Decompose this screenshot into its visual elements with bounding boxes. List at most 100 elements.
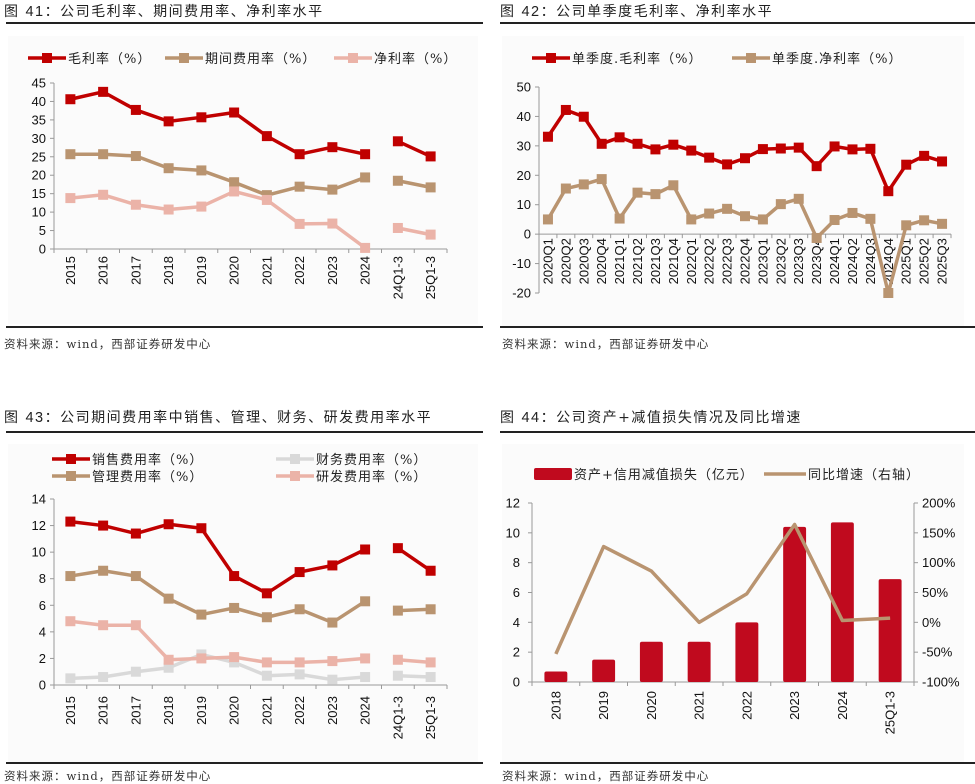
data-point <box>229 186 240 197</box>
figure-42: 图 42：公司单季度毛利率、净利率水平 -20 -10 0 10 20 30 40 50 202… <box>494 0 975 360</box>
x-tick-label: 2015 <box>63 696 78 725</box>
data-point <box>578 179 589 190</box>
data-point <box>847 144 858 155</box>
data-point <box>327 656 338 667</box>
data-point <box>425 604 436 615</box>
data-point <box>261 670 272 681</box>
series-4 <box>65 616 436 668</box>
figure-title: 图 44：公司资产+减值损失情况及同比增速 <box>500 407 802 427</box>
y-tick-label: 14 <box>32 492 46 507</box>
bar <box>639 641 663 682</box>
data-point <box>919 150 930 161</box>
x-tick-label: 2020Q3 <box>576 238 591 284</box>
data-point <box>650 144 661 155</box>
data-point <box>392 175 403 186</box>
series-line <box>70 189 367 250</box>
x-tick-label: 2018 <box>161 696 176 725</box>
x-tick-label: 2023Q2 <box>773 238 788 284</box>
line-series <box>554 522 891 655</box>
y-tick-label: 0 <box>39 242 46 257</box>
figure-label: 图 <box>4 410 26 426</box>
x-tick-label: 2023Q4 <box>809 238 824 284</box>
figure-41: 图 41：公司毛利率、期间费用率、净利率水平 0 5 10 15 20 25 30 35 40 4… <box>0 0 487 360</box>
x-tick-label: 2021 <box>259 256 274 285</box>
data-point <box>98 565 109 576</box>
x-tick-label: 2017 <box>128 696 143 725</box>
x-tick-label: 2020Q1 <box>540 238 555 284</box>
data-point <box>757 144 768 155</box>
y-tick-label: 30 <box>517 138 531 153</box>
data-point <box>704 208 715 219</box>
series-line <box>397 607 431 613</box>
figure-number: 43 <box>25 410 45 426</box>
y-tick-label: 6 <box>513 585 520 600</box>
data-point <box>740 211 750 222</box>
bar <box>687 641 711 682</box>
x-tick-label: 2019 <box>194 696 209 725</box>
series-line <box>70 152 366 197</box>
data-point <box>740 153 750 164</box>
x-tick-label: 25Q1-3 <box>883 691 898 734</box>
figure-title-text: ：公司资产+减值损失情况及同比增速 <box>540 410 802 426</box>
x-tick-label: 2022Q2 <box>702 238 717 284</box>
y2-tick-label: 50% <box>922 585 948 600</box>
data-point <box>937 218 948 229</box>
data-point <box>163 116 174 127</box>
y-tick-label: 20 <box>32 168 46 183</box>
data-point <box>65 193 76 204</box>
data-point <box>360 672 371 683</box>
data-point <box>229 107 240 118</box>
x-tick-label: 2017 <box>128 256 143 285</box>
data-point <box>327 142 338 153</box>
figure-label: 图 <box>500 410 522 426</box>
data-point <box>163 662 174 673</box>
x-tick-label: 2023Q1 <box>755 238 770 284</box>
bar-series <box>544 522 902 682</box>
figure-number: 44 <box>521 410 541 426</box>
data-point <box>596 138 607 149</box>
y2-tick-label: 200% <box>922 496 956 511</box>
data-point <box>229 657 240 668</box>
legend-marker <box>179 53 189 63</box>
legend-label: 管理费用率（%） <box>92 469 203 485</box>
data-point <box>847 207 858 218</box>
title-rule <box>500 431 975 433</box>
x-tick-label: 25Q1-3 <box>423 696 438 739</box>
data-point <box>392 605 403 616</box>
x-tick-label: 2025Q1 <box>899 238 914 284</box>
data-point <box>811 232 822 243</box>
y-tick-label: 4 <box>39 624 46 639</box>
data-point <box>632 138 643 149</box>
y-tick-label: 2 <box>513 645 520 660</box>
x-tick-label: 2023 <box>787 691 802 720</box>
data-point <box>883 186 894 197</box>
figure-label: 图 <box>500 4 522 20</box>
data-point <box>668 180 679 191</box>
data-point <box>229 652 240 663</box>
bar <box>830 522 854 682</box>
data-point <box>650 189 661 200</box>
source-rule <box>500 326 975 328</box>
data-point <box>261 131 272 142</box>
data-point <box>560 104 571 115</box>
x-tick-label: 2022Q4 <box>738 238 753 284</box>
data-point <box>829 141 840 152</box>
source-rule <box>6 762 483 764</box>
data-point <box>65 616 76 627</box>
series-3 <box>65 649 436 685</box>
data-point <box>360 149 371 160</box>
y-tick-label: 0 <box>524 227 531 242</box>
data-point <box>163 519 174 530</box>
data-point <box>425 229 436 240</box>
title-rule <box>500 22 975 24</box>
data-point <box>130 151 141 162</box>
y-tick-label: 2 <box>39 651 46 666</box>
data-point <box>829 215 840 226</box>
growth-line <box>554 522 891 655</box>
data-point <box>775 199 786 210</box>
data-point <box>392 222 403 233</box>
data-point <box>360 653 371 664</box>
series-1 <box>65 86 436 162</box>
legend-label: 研发费用率（%） <box>316 469 427 485</box>
data-point <box>793 142 804 153</box>
